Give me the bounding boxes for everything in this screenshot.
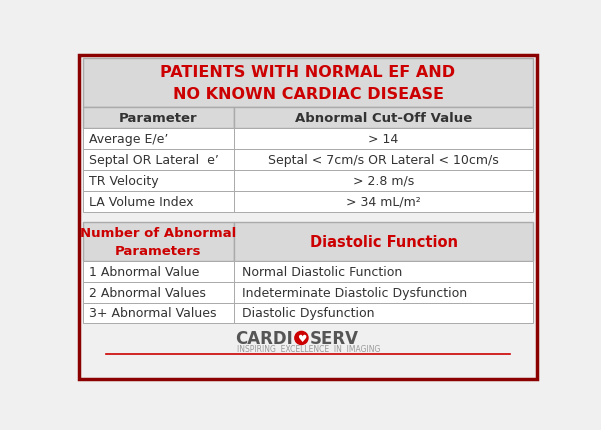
Text: INSPIRING  EXCELLENCE  IN  IMAGING: INSPIRING EXCELLENCE IN IMAGING bbox=[237, 344, 380, 353]
Text: Average E/e’: Average E/e’ bbox=[89, 133, 168, 146]
Text: Diastolic Dysfunction: Diastolic Dysfunction bbox=[242, 307, 374, 319]
FancyBboxPatch shape bbox=[83, 171, 234, 191]
FancyBboxPatch shape bbox=[234, 108, 533, 129]
Text: 1 Abnormal Value: 1 Abnormal Value bbox=[89, 265, 200, 278]
Text: > 2.8 m/s: > 2.8 m/s bbox=[353, 175, 414, 187]
FancyBboxPatch shape bbox=[234, 282, 533, 303]
Text: Septal < 7cm/s OR Lateral < 10cm/s: Septal < 7cm/s OR Lateral < 10cm/s bbox=[268, 154, 499, 167]
FancyBboxPatch shape bbox=[234, 150, 533, 171]
FancyBboxPatch shape bbox=[234, 171, 533, 191]
Text: Parameter: Parameter bbox=[119, 112, 198, 125]
FancyBboxPatch shape bbox=[83, 191, 234, 212]
FancyBboxPatch shape bbox=[234, 191, 533, 212]
FancyBboxPatch shape bbox=[83, 261, 234, 282]
Text: Indeterminate Diastolic Dysfunction: Indeterminate Diastolic Dysfunction bbox=[242, 286, 467, 299]
FancyBboxPatch shape bbox=[79, 55, 537, 379]
Text: CARDI: CARDI bbox=[235, 329, 293, 347]
Text: 3+ Abnormal Values: 3+ Abnormal Values bbox=[89, 307, 216, 319]
Text: PATIENTS WITH NORMAL EF AND
NO KNOWN CARDIAC DISEASE: PATIENTS WITH NORMAL EF AND NO KNOWN CAR… bbox=[160, 65, 456, 102]
Text: 2 Abnormal Values: 2 Abnormal Values bbox=[89, 286, 206, 299]
FancyBboxPatch shape bbox=[83, 108, 234, 129]
Text: Abnormal Cut-Off Value: Abnormal Cut-Off Value bbox=[295, 112, 472, 125]
FancyBboxPatch shape bbox=[234, 303, 533, 323]
Text: > 14: > 14 bbox=[368, 133, 398, 146]
Circle shape bbox=[295, 332, 308, 345]
Text: TR Velocity: TR Velocity bbox=[89, 175, 159, 187]
Text: Normal Diastolic Function: Normal Diastolic Function bbox=[242, 265, 402, 278]
Text: Septal OR Lateral  e’: Septal OR Lateral e’ bbox=[89, 154, 219, 167]
Text: LA Volume Index: LA Volume Index bbox=[89, 195, 194, 208]
FancyBboxPatch shape bbox=[83, 129, 234, 150]
Text: ♥: ♥ bbox=[297, 334, 306, 344]
FancyBboxPatch shape bbox=[83, 150, 234, 171]
FancyBboxPatch shape bbox=[83, 282, 234, 303]
FancyBboxPatch shape bbox=[83, 59, 533, 108]
Text: > 34 mL/m²: > 34 mL/m² bbox=[346, 195, 421, 208]
FancyBboxPatch shape bbox=[83, 223, 234, 261]
FancyBboxPatch shape bbox=[83, 303, 234, 323]
Text: Number of Abnormal
Parameters: Number of Abnormal Parameters bbox=[81, 227, 237, 258]
Text: SERV: SERV bbox=[310, 329, 359, 347]
FancyBboxPatch shape bbox=[234, 261, 533, 282]
Text: Diastolic Function: Diastolic Function bbox=[310, 235, 457, 249]
FancyBboxPatch shape bbox=[234, 129, 533, 150]
FancyBboxPatch shape bbox=[234, 223, 533, 261]
